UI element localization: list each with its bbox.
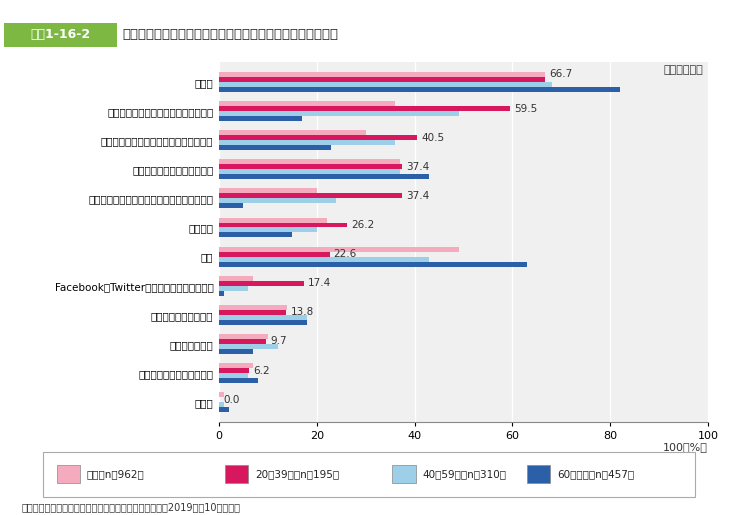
Bar xyxy=(219,402,224,407)
Text: 9.7: 9.7 xyxy=(270,336,287,347)
Bar xyxy=(219,256,429,262)
Text: 59.5: 59.5 xyxy=(514,104,537,113)
Bar xyxy=(43,452,695,497)
Text: 20～39歳（n＝195）: 20～39歳（n＝195） xyxy=(255,469,339,479)
Bar xyxy=(219,174,429,179)
Bar xyxy=(219,232,292,237)
Bar xyxy=(219,228,317,232)
Text: 13.8: 13.8 xyxy=(291,307,314,317)
Text: 26.2: 26.2 xyxy=(351,220,374,230)
Bar xyxy=(57,465,80,483)
Bar xyxy=(219,164,402,169)
Text: （複数回答）: （複数回答） xyxy=(664,65,703,75)
Text: 40～59歳（n＝310）: 40～59歳（n＝310） xyxy=(423,469,507,479)
Bar xyxy=(527,465,550,483)
Text: 37.4: 37.4 xyxy=(406,162,429,172)
Bar xyxy=(219,378,258,383)
Bar xyxy=(219,368,250,373)
Bar xyxy=(219,334,268,339)
Text: 37.4: 37.4 xyxy=(406,191,429,201)
Text: 食品安全に関する情報を入手したい情報源（女性・年代別）: 食品安全に関する情報を入手したい情報源（女性・年代別） xyxy=(123,28,339,41)
Text: 図表1-16-2: 図表1-16-2 xyxy=(30,28,91,41)
Bar xyxy=(219,373,248,378)
Text: 100（%）: 100（%） xyxy=(664,442,708,452)
Bar xyxy=(219,363,253,368)
Bar xyxy=(225,465,248,483)
Bar xyxy=(393,465,416,483)
Bar xyxy=(219,111,458,116)
Text: 40.5: 40.5 xyxy=(421,133,444,143)
Bar xyxy=(219,305,288,310)
Bar xyxy=(219,169,400,174)
Bar xyxy=(219,349,253,354)
Bar xyxy=(219,276,253,281)
Bar xyxy=(219,194,402,198)
Bar xyxy=(219,130,366,135)
Bar xyxy=(219,407,228,412)
Bar xyxy=(219,72,545,77)
Text: 22.6: 22.6 xyxy=(334,249,357,259)
Bar xyxy=(4,23,117,47)
Bar xyxy=(219,101,395,106)
Bar xyxy=(219,159,400,164)
Bar xyxy=(219,145,331,150)
Bar xyxy=(219,87,620,92)
Bar xyxy=(219,339,266,344)
Bar xyxy=(219,290,224,296)
Bar xyxy=(219,310,286,315)
Bar xyxy=(219,188,317,194)
Bar xyxy=(219,315,307,320)
Text: 0.0: 0.0 xyxy=(223,394,239,405)
Text: 60歳以上（n＝457）: 60歳以上（n＝457） xyxy=(557,469,634,479)
Bar xyxy=(219,82,552,87)
Bar xyxy=(219,77,545,82)
Bar xyxy=(219,320,307,325)
Bar xyxy=(219,222,347,228)
Bar xyxy=(219,135,417,140)
Bar xyxy=(219,106,510,111)
Bar xyxy=(219,281,304,286)
Bar xyxy=(219,252,329,256)
Text: 6.2: 6.2 xyxy=(253,366,270,375)
Text: 66.7: 66.7 xyxy=(549,70,572,79)
Bar xyxy=(219,116,302,121)
Bar xyxy=(219,262,527,266)
Bar xyxy=(219,344,277,349)
Bar xyxy=(219,392,224,397)
Text: 資料：農林水産省「食育に関する意識調査」（令和元（2019）年10月実施）: 資料：農林水産省「食育に関する意識調査」（令和元（2019）年10月実施） xyxy=(22,503,241,512)
Bar xyxy=(219,198,337,203)
Bar xyxy=(219,218,326,222)
Bar xyxy=(219,203,243,208)
Bar xyxy=(219,247,458,252)
Bar xyxy=(219,140,395,145)
Bar xyxy=(219,286,248,290)
Text: 17.4: 17.4 xyxy=(308,278,331,288)
Text: 全体（n＝962）: 全体（n＝962） xyxy=(87,469,145,479)
